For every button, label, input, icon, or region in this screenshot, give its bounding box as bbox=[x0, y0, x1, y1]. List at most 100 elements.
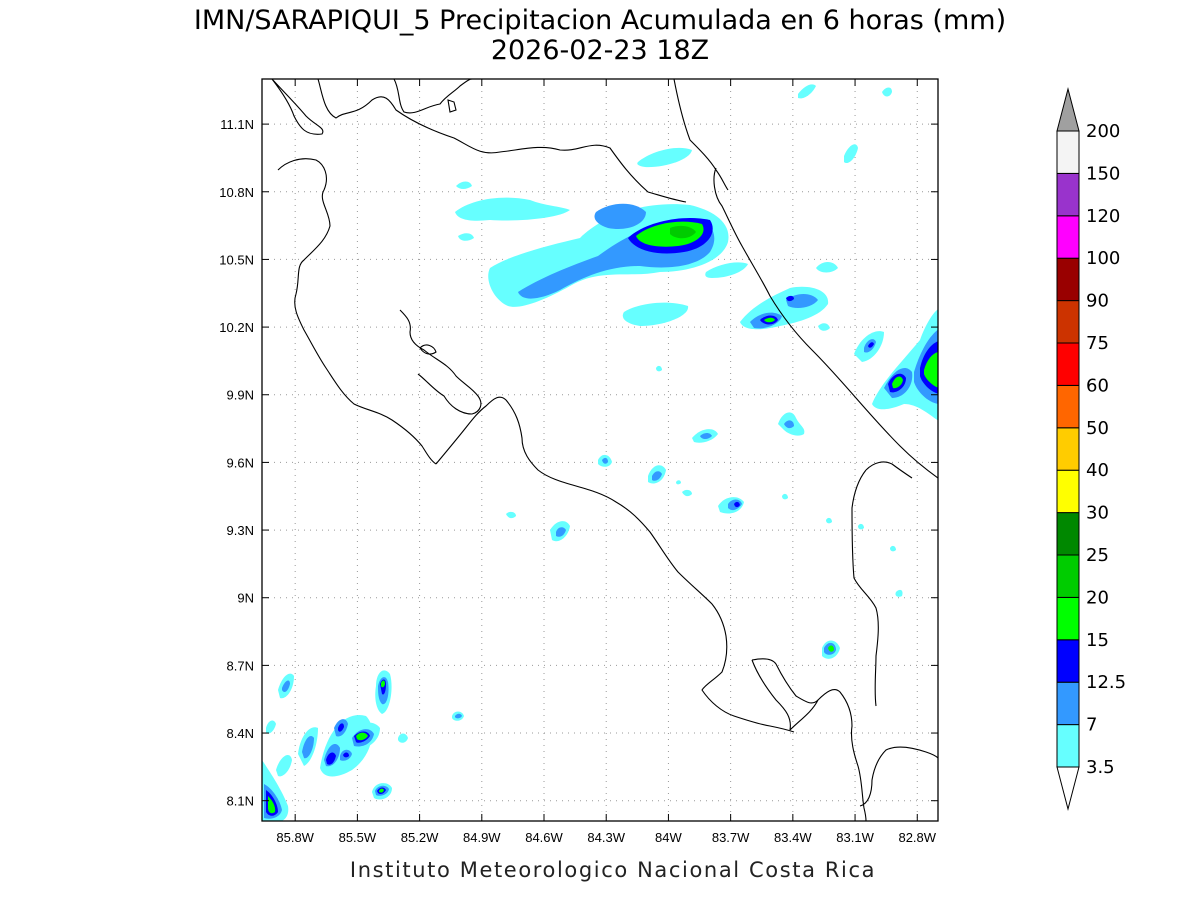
colorbar-bin bbox=[1056, 172, 1080, 217]
precip-cell-central bbox=[506, 365, 903, 659]
lon-tick-label: 83.1W bbox=[836, 830, 874, 845]
precip-contour-p1 bbox=[682, 489, 692, 497]
precip-contour-p1 bbox=[818, 323, 830, 331]
precip-contour-p2 bbox=[602, 457, 608, 464]
precip-contour-p4 bbox=[828, 645, 834, 652]
map-plot-area bbox=[261, 78, 939, 822]
precip-cell-limon bbox=[740, 286, 830, 331]
colorbar-bin bbox=[1056, 300, 1080, 344]
precip-cell-east-edge bbox=[854, 309, 938, 421]
precip-contour-p4 bbox=[379, 788, 384, 793]
precipitation-field bbox=[262, 84, 938, 821]
precip-contour-p4 bbox=[381, 680, 385, 688]
colorbar-bin bbox=[1056, 639, 1080, 683]
lon-tick-label: 84.3W bbox=[587, 830, 625, 845]
precip-contour-p1 bbox=[266, 720, 276, 734]
lon-tick-label: 85.5W bbox=[339, 830, 377, 845]
colorbar-label: 200 bbox=[1086, 121, 1120, 142]
precip-cell bbox=[637, 147, 692, 168]
precip-cell bbox=[798, 84, 816, 99]
colorbar-max-triangle bbox=[1056, 87, 1080, 132]
precip-contour-p1 bbox=[826, 517, 832, 524]
precip-cell bbox=[816, 262, 838, 273]
colorbar-bin bbox=[1056, 130, 1080, 174]
map-background bbox=[262, 79, 938, 821]
latitude-axis-labels: 8.1N 8.4N 8.7N 9N 9.3N 9.6N 9.9N 10.2N 10.5N 10.8… bbox=[219, 117, 254, 809]
precip-cell bbox=[456, 181, 472, 189]
colorbar-bin bbox=[1056, 257, 1080, 302]
colorbar-label: 75 bbox=[1086, 333, 1109, 354]
colorbar-bin bbox=[1056, 512, 1080, 556]
coastline-borders bbox=[271, 79, 938, 821]
precip-cell bbox=[705, 262, 748, 278]
colorbar-label: 12.5 bbox=[1086, 672, 1126, 693]
precip-cell bbox=[622, 302, 689, 326]
colorbar-label: 150 bbox=[1086, 163, 1120, 184]
colorbar-bin bbox=[1056, 596, 1080, 641]
precip-contour-p5 bbox=[670, 225, 696, 239]
lon-tick-label: 84.9W bbox=[463, 830, 501, 845]
map-frame bbox=[261, 78, 939, 822]
precip-cell bbox=[882, 87, 892, 97]
precip-cell-pacific bbox=[262, 670, 464, 821]
precip-contour-p3 bbox=[338, 723, 344, 732]
precip-contour-p4 bbox=[924, 352, 938, 388]
lat-tick-label: 8.7N bbox=[227, 658, 254, 673]
colorbar-label: 120 bbox=[1086, 206, 1120, 227]
precip-contour-p4 bbox=[356, 732, 368, 741]
lat-tick-label: 8.1N bbox=[227, 794, 254, 809]
colorbar-label: 100 bbox=[1086, 248, 1120, 269]
colorbar-bin bbox=[1056, 681, 1080, 726]
precip-contour-p1 bbox=[656, 365, 662, 372]
precip-contour-p3 bbox=[868, 342, 874, 348]
colorbar-bin bbox=[1056, 427, 1080, 471]
title-line-2: 2026-02-23 18Z bbox=[491, 35, 709, 66]
precip-contour-p2 bbox=[700, 433, 712, 439]
precip-contour-p3 bbox=[326, 752, 336, 765]
lon-tick-label: 82.8W bbox=[898, 830, 936, 845]
colorbar-labels: 3.5 7 12.5 15 20 25 30 40 50 60 75 90 100 120 150 200 bbox=[1086, 121, 1126, 778]
precip-contour-p1 bbox=[398, 733, 408, 743]
precip-contour-p2 bbox=[282, 680, 290, 692]
precip-cell bbox=[455, 197, 570, 221]
colorbar-label: 50 bbox=[1086, 418, 1109, 439]
lon-tick-label: 84W bbox=[655, 830, 682, 845]
lon-tick-label: 83.7W bbox=[712, 830, 750, 845]
lon-tick-label: 85.2W bbox=[401, 830, 439, 845]
colorbar-label: 20 bbox=[1086, 587, 1109, 608]
precip-cell bbox=[458, 233, 474, 241]
precip-contour-p2 bbox=[594, 203, 646, 230]
colorbar-label: 90 bbox=[1086, 291, 1109, 312]
lat-tick-label: 9.6N bbox=[227, 455, 254, 470]
precip-cell-sarapiqui-band bbox=[488, 203, 729, 307]
colorbar-label: 25 bbox=[1086, 545, 1109, 566]
colorbar-legend bbox=[1056, 87, 1080, 811]
lat-tick-label: 9.9N bbox=[227, 388, 254, 403]
precip-contour-p3 bbox=[786, 295, 794, 302]
colorbar-min-triangle bbox=[1056, 766, 1080, 811]
lat-tick-label: 9.3N bbox=[227, 523, 254, 538]
colorbar-label: 7 bbox=[1086, 715, 1097, 736]
precip-contour-p1 bbox=[895, 589, 903, 597]
precip-cell bbox=[844, 144, 858, 164]
precip-contour-p3 bbox=[734, 501, 740, 508]
precip-contour-p1 bbox=[676, 480, 681, 485]
precip-contour-p2 bbox=[302, 735, 314, 759]
lat-tick-label: 10.2N bbox=[219, 320, 254, 335]
precip-contour-p4 bbox=[268, 796, 276, 814]
colorbar-bin bbox=[1056, 554, 1080, 598]
precip-contour-p1 bbox=[858, 523, 864, 530]
precip-contour-p2 bbox=[784, 420, 794, 429]
precip-contour-p2 bbox=[556, 527, 566, 537]
axis-ticks bbox=[262, 79, 938, 821]
precip-contour-p1 bbox=[506, 511, 516, 519]
longitude-axis-labels: 85.8W 85.5W 85.2W 84.9W 84.6W 84.3W 84W 83.7W 83… bbox=[276, 830, 936, 845]
precip-contour-p2 bbox=[786, 294, 818, 308]
precip-contour-p1 bbox=[276, 755, 292, 777]
precip-contour-p1 bbox=[782, 493, 788, 500]
colorbar-label: 60 bbox=[1086, 375, 1109, 396]
colorbar-bin bbox=[1056, 215, 1080, 259]
lon-tick-label: 85.8W bbox=[276, 830, 314, 845]
lat-tick-label: 11.1N bbox=[220, 117, 254, 132]
